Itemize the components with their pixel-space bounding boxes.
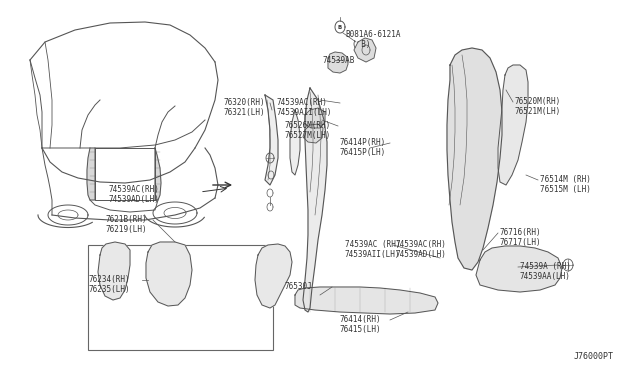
Text: 76520M(RH): 76520M(RH) <box>515 97 561 106</box>
Polygon shape <box>146 242 192 306</box>
Text: B: B <box>338 25 342 29</box>
Text: 74539AC (RH): 74539AC (RH) <box>345 240 401 249</box>
Text: 74539AC(RH): 74539AC(RH) <box>396 240 447 249</box>
Polygon shape <box>255 244 292 308</box>
Text: 76527M(LH): 76527M(LH) <box>285 131 332 140</box>
Text: 74539AII(LH): 74539AII(LH) <box>345 250 401 259</box>
Bar <box>453 205 481 233</box>
Text: 76717(LH): 76717(LH) <box>500 238 541 247</box>
Text: 76414(RH): 76414(RH) <box>340 315 381 324</box>
Polygon shape <box>305 108 325 128</box>
Polygon shape <box>265 95 278 185</box>
Text: 74539AA(LH): 74539AA(LH) <box>520 272 571 281</box>
Text: 76415P(LH): 76415P(LH) <box>340 148 387 157</box>
Bar <box>262 265 282 290</box>
Text: 76219(LH): 76219(LH) <box>105 225 147 234</box>
Text: J76000PT: J76000PT <box>574 352 614 361</box>
Text: 76234(RH): 76234(RH) <box>88 275 130 284</box>
Text: 76415(LH): 76415(LH) <box>340 325 381 334</box>
Text: B081A6-6121A: B081A6-6121A <box>345 30 401 39</box>
Text: 76716(RH): 76716(RH) <box>500 228 541 237</box>
Polygon shape <box>354 38 376 62</box>
Polygon shape <box>447 48 502 270</box>
Bar <box>155 265 180 293</box>
Text: 74539AD(LH): 74539AD(LH) <box>396 250 447 259</box>
Bar <box>453 130 481 158</box>
Text: 74539AD(LH): 74539AD(LH) <box>108 195 159 204</box>
Polygon shape <box>498 65 528 185</box>
Polygon shape <box>295 287 438 314</box>
Polygon shape <box>290 110 300 175</box>
Text: 76321(LH): 76321(LH) <box>224 108 266 117</box>
Polygon shape <box>303 88 327 312</box>
Bar <box>88 245 273 350</box>
Text: 74539AC(RH): 74539AC(RH) <box>277 98 328 107</box>
Bar <box>155 245 180 260</box>
Text: 76414P(RH): 76414P(RH) <box>340 138 387 147</box>
Text: 76320(RH): 76320(RH) <box>224 98 266 107</box>
Text: 7621B(RH): 7621B(RH) <box>105 215 147 224</box>
Text: 74539AB: 74539AB <box>323 56 355 65</box>
Bar <box>104 262 122 284</box>
Text: 76514M (RH): 76514M (RH) <box>540 175 591 184</box>
Polygon shape <box>155 148 161 200</box>
Text: 76530J: 76530J <box>285 282 313 291</box>
Text: 76526M(RH): 76526M(RH) <box>285 121 332 130</box>
Polygon shape <box>476 246 562 292</box>
Text: ( B): ( B) <box>352 40 371 49</box>
Polygon shape <box>303 124 323 143</box>
Text: 74539A (RH): 74539A (RH) <box>520 262 571 271</box>
Text: 76235(LH): 76235(LH) <box>88 285 130 294</box>
Text: 76515M (LH): 76515M (LH) <box>540 185 591 194</box>
Polygon shape <box>87 148 95 200</box>
Text: 74539AC(RH): 74539AC(RH) <box>108 185 159 194</box>
Text: 76521M(LH): 76521M(LH) <box>515 107 561 116</box>
Bar <box>492 258 547 280</box>
Text: 74539AII(LH): 74539AII(LH) <box>277 108 333 117</box>
Polygon shape <box>328 52 348 73</box>
Polygon shape <box>98 242 130 300</box>
Bar <box>453 168 481 196</box>
